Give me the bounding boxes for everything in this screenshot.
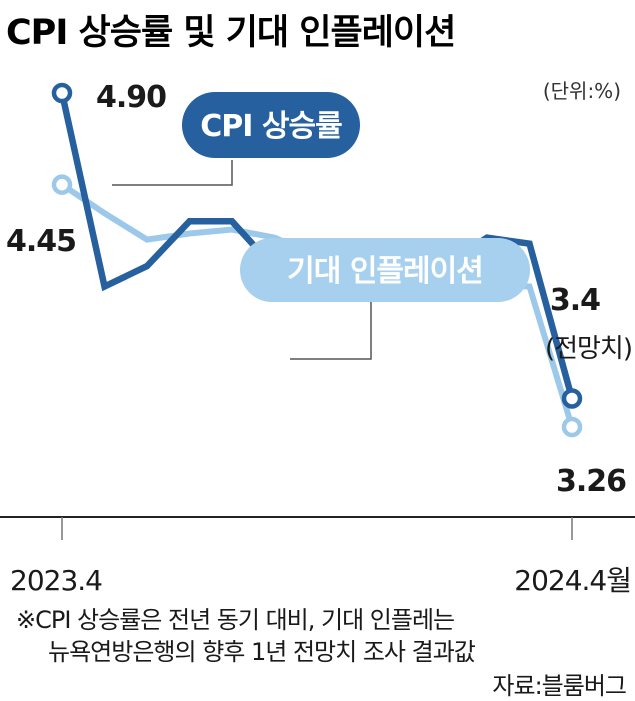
label-cpi-end: 3.4 [550, 283, 600, 318]
exp-legend-leader [290, 292, 372, 360]
label-cpi-start: 4.90 [96, 80, 166, 115]
source-label: 자료:블룸버그 [492, 672, 626, 700]
label-cpi-end-note: (전망치) [545, 334, 632, 364]
label-exp-start: 4.45 [6, 224, 76, 259]
cpi-point-0 [51, 82, 73, 104]
expected-inflation-point-0 [51, 174, 73, 195]
x-tick-label-end: 2024.4월 [514, 564, 631, 597]
legend-cpi-label: CPI 상승률 [200, 109, 342, 144]
expected-inflation-point-12 [561, 416, 583, 438]
chart-title: CPI 상승률 및 기대 인플레이션 [6, 13, 455, 53]
legend-expected-label: 기대 인플레이션 [287, 254, 483, 289]
unit-label: (단위:%) [543, 79, 621, 103]
footnote-line-2: 뉴욕연방은행의 향후 1년 전망치 조사 결과값 [48, 638, 476, 666]
label-exp-end: 3.26 [556, 464, 626, 499]
legend-cpi [182, 92, 360, 158]
cpi-point-12 [561, 388, 583, 409]
legend-expected [240, 238, 530, 302]
footnote-line-1: ※CPI 상승률은 전년 동기 대비, 기대 인플레는 [16, 606, 454, 634]
expected-inflation-line [60, 182, 575, 428]
cpi-legend-leader [112, 160, 233, 186]
x-tick-label-start: 2023.4 [10, 564, 102, 597]
